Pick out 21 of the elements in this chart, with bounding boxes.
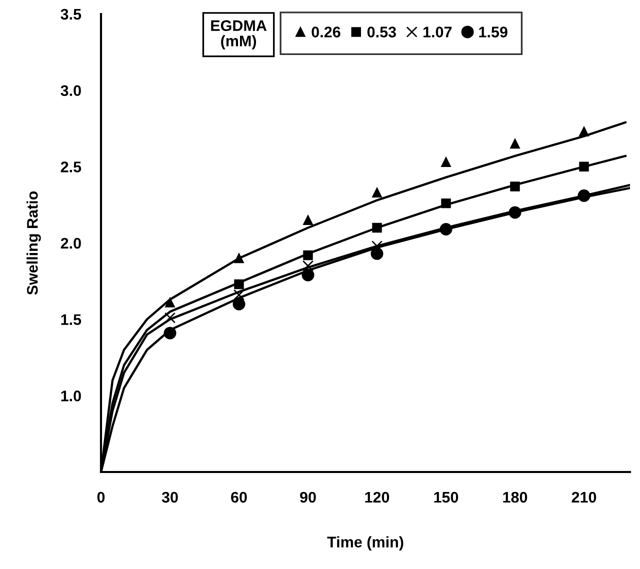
legend-label: 1.59: [479, 26, 508, 38]
x-tick-label: 210: [572, 492, 596, 503]
x-tick-label: 90: [300, 492, 316, 503]
legend-label: 1.07: [423, 26, 452, 38]
x-tick-label: 30: [162, 492, 178, 503]
x-tick-label: 120: [365, 492, 390, 503]
y-tick-label: 3.5: [60, 8, 82, 20]
legend-label: 0.26: [312, 26, 340, 38]
y-tick-label: 1.0: [61, 390, 81, 402]
y-tick-label: 2.0: [60, 238, 81, 249]
y-axis-title: Swelling Ratio: [26, 191, 41, 295]
y-tick-label: 1.5: [61, 314, 82, 326]
x-tick-label: 150: [434, 492, 458, 503]
x-tick-label: 60: [231, 492, 247, 503]
legend-label: 0.53: [367, 26, 396, 38]
y-tick-label: 2.5: [60, 162, 82, 172]
legend-title: EGDMA (mM): [211, 20, 267, 50]
y-tick-label: 3.0: [60, 85, 81, 96]
x-axis-title: Time (min): [327, 536, 404, 550]
x-tick-label: 180: [503, 492, 528, 503]
x-tick-label: 0: [97, 492, 105, 503]
